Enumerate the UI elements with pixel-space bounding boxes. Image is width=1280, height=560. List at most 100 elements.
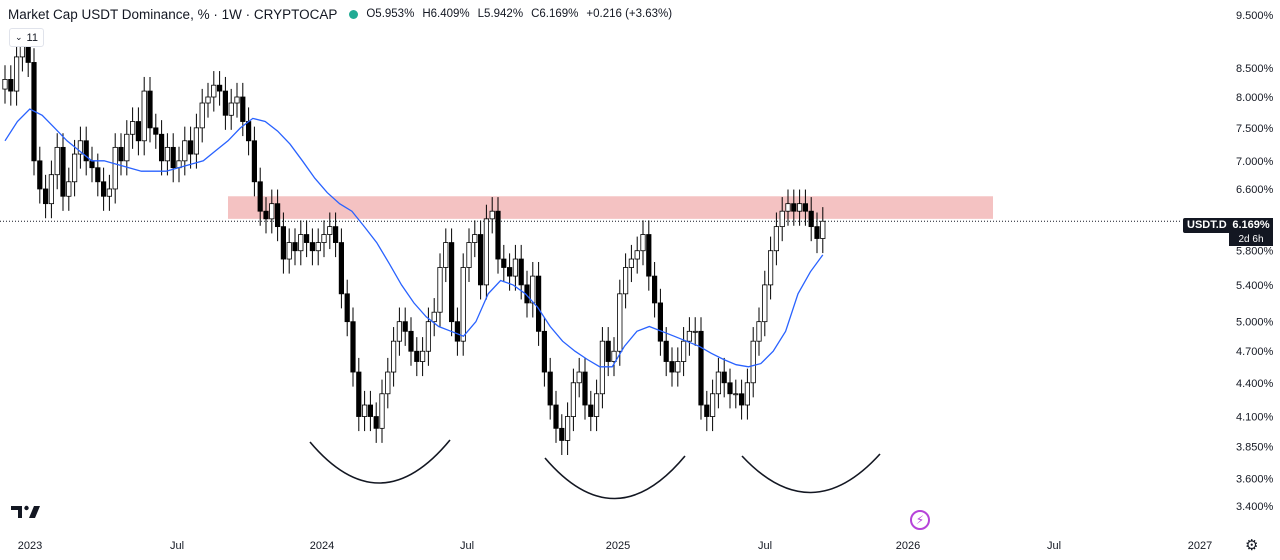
- candle-body: [118, 146, 124, 162]
- indicators-toggle[interactable]: ⌄ 11: [9, 28, 44, 47]
- candle-body: [501, 258, 507, 268]
- candle-body: [367, 404, 374, 417]
- y-tick-label: 5.800%: [1236, 246, 1274, 258]
- candle-body: [710, 393, 716, 417]
- chart-header: Market Cap USDT Dominance, % · 1W · CRYP…: [8, 4, 672, 24]
- candle-body: [623, 267, 629, 295]
- y-tick-label: 3.850%: [1236, 442, 1274, 454]
- last-price-label: 6.169%: [1229, 218, 1273, 233]
- ohlc-close-value: 6.169%: [539, 8, 579, 20]
- candle-body: [460, 267, 466, 342]
- candle-body: [187, 140, 194, 155]
- candle-body: [60, 146, 66, 197]
- candle-body: [773, 226, 780, 252]
- symbol-tag: USDT.D: [1183, 218, 1231, 233]
- candle-body: [443, 242, 449, 268]
- ohlc-high: H6.409%: [422, 8, 469, 20]
- x-tick-label: 2024: [310, 540, 334, 552]
- candle-body: [315, 242, 321, 252]
- candle-body: [390, 340, 397, 373]
- candle-body: [518, 258, 524, 286]
- candle-body: [791, 203, 797, 212]
- y-axis[interactable]: 9.500% 8.500% 8.000% 7.500% 7.000% 6.600% 5.80…: [1236, 10, 1274, 513]
- candle-body: [245, 121, 252, 142]
- candle-body: [617, 293, 623, 352]
- candle-body: [599, 340, 606, 395]
- candle-body: [512, 258, 519, 277]
- candle-body: [158, 133, 165, 162]
- candle-body: [199, 102, 205, 129]
- ohlc-open-label: O: [366, 8, 376, 20]
- candle-body: [739, 393, 745, 406]
- candle-body: [425, 321, 432, 352]
- candle-body: [72, 153, 78, 183]
- candle-body: [721, 371, 727, 384]
- candle-body: [657, 302, 664, 342]
- candle-body: [193, 127, 199, 155]
- candle-body: [419, 350, 426, 362]
- y-tick-label: 4.400%: [1236, 378, 1274, 390]
- candle-body: [646, 234, 652, 277]
- candle-body: [13, 56, 20, 92]
- y-tick-label: 3.400%: [1236, 501, 1274, 513]
- candle-body: [570, 382, 577, 417]
- candle-body: [211, 84, 217, 98]
- candle-body: [506, 267, 513, 277]
- candle-body: [663, 340, 669, 362]
- candle-body: [733, 393, 739, 396]
- y-tick-label: 5.400%: [1236, 280, 1274, 292]
- candle-body: [361, 404, 368, 417]
- y-tick-label: 4.700%: [1236, 346, 1274, 358]
- candle-body: [286, 242, 292, 260]
- candle-body: [640, 234, 646, 252]
- candle-body: [321, 234, 327, 243]
- candle-body: [153, 127, 159, 135]
- annotation-arc: [741, 453, 881, 494]
- candle-body: [129, 121, 136, 135]
- ohlc-low: L5.942%: [478, 8, 523, 20]
- candle-body: [611, 350, 617, 362]
- candle-body: [373, 416, 379, 429]
- candle-body: [808, 210, 814, 228]
- candle-body: [477, 234, 484, 286]
- ohlc-low-value: 5.942%: [484, 8, 524, 20]
- tradingview-logo-icon[interactable]: [11, 503, 41, 521]
- candle-body: [263, 210, 269, 220]
- settings-icon[interactable]: ⚙: [1245, 537, 1259, 554]
- y-tick-label: 3.600%: [1236, 474, 1274, 486]
- candle-body: [234, 96, 240, 104]
- candle-body: [536, 275, 542, 332]
- candle-body: [454, 321, 461, 342]
- candle-body: [43, 188, 49, 205]
- candle-body: [495, 210, 501, 260]
- candle-body: [164, 146, 170, 162]
- candle-body: [338, 242, 345, 295]
- candle-body: [692, 330, 698, 333]
- bolt-icon[interactable]: ⚡: [910, 510, 930, 530]
- candle-body: [704, 404, 710, 417]
- ohlc-open-value: 5.953%: [375, 8, 415, 20]
- moving-average-line: [4, 108, 824, 368]
- candle-body: [472, 234, 478, 243]
- annotation-arc: [544, 455, 686, 500]
- candle-body: [141, 90, 147, 142]
- bar-countdown: 2d 6h: [1229, 233, 1273, 246]
- candle-body: [652, 275, 658, 304]
- candle-body: [431, 311, 437, 323]
- candle-body: [332, 226, 339, 243]
- candle-body: [785, 203, 791, 212]
- candle-body: [669, 361, 675, 373]
- candle-body: [715, 371, 722, 395]
- y-tick-label: 8.500%: [1236, 63, 1274, 75]
- candle-body: [379, 393, 385, 429]
- candle-body: [2, 79, 8, 90]
- x-axis[interactable]: 2023 Jul 2024 Jul 2025 Jul 2026 Jul 2027: [18, 540, 1212, 552]
- candle-body: [309, 242, 316, 252]
- candle-body: [83, 140, 89, 162]
- candle-body: [54, 146, 60, 176]
- candle-body: [634, 250, 640, 260]
- candle-body: [576, 371, 582, 384]
- candle-body: [686, 330, 693, 342]
- candle-body: [269, 203, 275, 220]
